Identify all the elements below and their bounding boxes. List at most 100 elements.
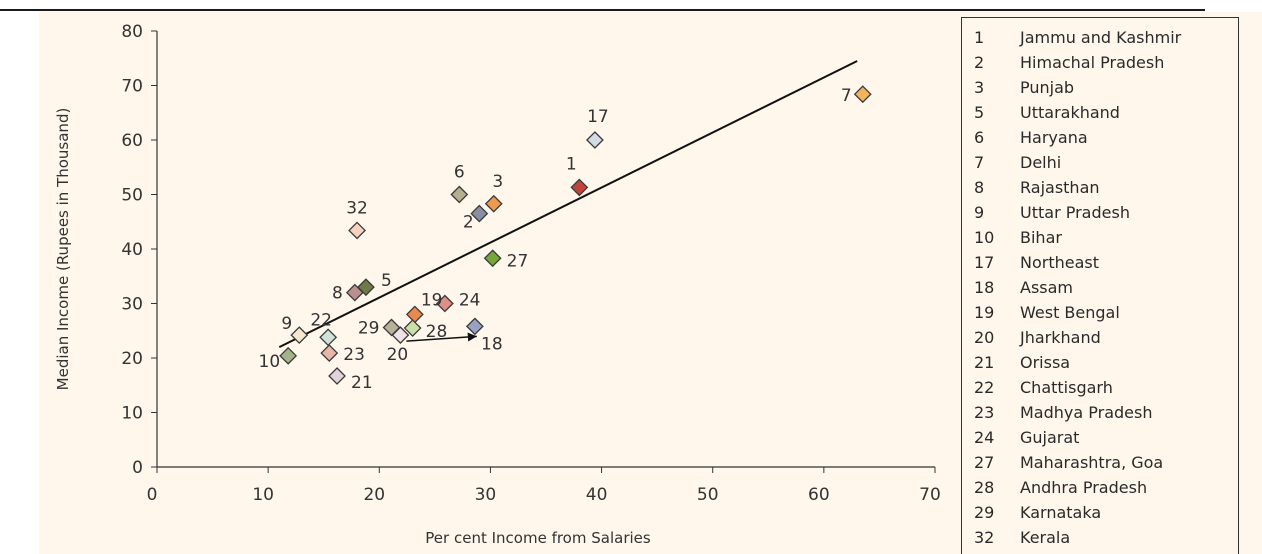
legend-item: 29 Karnataka	[962, 503, 1232, 525]
axes: 0 10 20 30 40 50 60 70 80 0 10 20 30 40 50 60 70	[121, 22, 940, 505]
legend-item: 8 Rajasthan	[962, 178, 1232, 200]
data-point	[450, 185, 469, 204]
legend-item-number: 20	[974, 328, 995, 347]
data-point	[403, 319, 422, 337]
legend-item-number: 28	[974, 478, 995, 497]
data-point	[348, 221, 366, 240]
y-axis-title: Median Income (Rupees in Thousand)	[54, 108, 72, 391]
legend-item-number: 32	[974, 528, 995, 547]
legend-item: 18 Assam	[962, 278, 1232, 300]
legend-item: 5 Uttarakhand	[962, 103, 1232, 125]
point-label: 2	[463, 213, 474, 233]
legend-item: 19 West Bengal	[962, 303, 1232, 325]
data-point	[853, 85, 872, 104]
legend-item-name: Kerala	[1020, 528, 1071, 547]
top-rule	[0, 9, 1205, 11]
x-tick-label: 70	[919, 485, 941, 505]
data-point	[290, 326, 309, 345]
y-tick-label: 10	[121, 404, 143, 424]
legend-item-number: 21	[974, 353, 995, 372]
legend-item-name: Maharashtra, Goa	[1020, 453, 1164, 472]
legend-item-name: Punjab	[1020, 78, 1075, 97]
legend-item-name: Northeast	[1020, 253, 1100, 272]
data-point	[465, 317, 484, 336]
y-tick-label: 50	[121, 186, 143, 206]
data-point	[484, 194, 503, 213]
legend-item-number: 5	[974, 103, 985, 122]
legend-item-name: Delhi	[1020, 153, 1062, 172]
legend-item: 3 Punjab	[962, 78, 1232, 100]
legend-item: 24 Gujarat	[962, 428, 1232, 450]
data-point	[279, 346, 298, 365]
point-label: 8	[332, 284, 343, 304]
point-label: 7	[841, 86, 852, 106]
point-label: 23	[343, 345, 365, 365]
legend-item-number: 18	[974, 278, 995, 297]
legend-item-name: Uttar Pradesh	[1020, 203, 1130, 222]
y-tick-label: 60	[121, 131, 143, 151]
point-label: 3	[492, 172, 503, 192]
point-label: 24	[459, 291, 481, 311]
point-label: 29	[358, 318, 380, 338]
point-label: 9	[281, 314, 292, 334]
legend-item: 7 Delhi	[962, 153, 1232, 175]
legend-item: 10 Bihar	[962, 228, 1232, 250]
legend-item-number: 24	[974, 428, 995, 447]
y-tick-label: 80	[121, 22, 143, 42]
legend-item-name: Himachal Pradesh	[1020, 53, 1165, 72]
data-point	[328, 367, 346, 385]
legend-item: 28 Andhra Pradesh	[962, 478, 1232, 500]
data-point	[470, 204, 489, 223]
legend-item-name: Karnataka	[1020, 503, 1102, 522]
points-group	[279, 85, 872, 385]
data-point	[345, 283, 364, 302]
legend-item: 2 Himachal Pradesh	[962, 53, 1232, 75]
legend-item-name: Haryana	[1020, 128, 1088, 147]
assam-pointer-arrowhead	[467, 332, 477, 342]
data-point	[585, 131, 604, 149]
legend-item-number: 1	[974, 28, 985, 47]
y-tick-label: 40	[121, 240, 143, 260]
point-label: 19	[421, 290, 443, 310]
y-tick-label: 20	[121, 349, 143, 369]
point-label: 32	[346, 198, 368, 218]
data-point	[382, 318, 401, 337]
x-tick-label: 0	[147, 485, 158, 505]
trendline	[278, 60, 858, 348]
legend: 1 Jammu and Kashmir 2 Himachal Pradesh 3 Punj…	[961, 17, 1239, 554]
legend-item-name: Gujarat	[1020, 428, 1080, 447]
legend-item: 32 Kerala	[962, 528, 1232, 550]
y-tick-label: 0	[132, 458, 143, 478]
legend-item-number: 3	[974, 78, 985, 97]
legend-item: 1 Jammu and Kashmir	[962, 28, 1232, 50]
legend-item: 22 Chattisgarh	[962, 378, 1232, 400]
legend-item: 9 Uttar Pradesh	[962, 203, 1232, 225]
legend-item-number: 17	[974, 253, 995, 272]
x-tick-label: 30	[475, 485, 497, 505]
x-tick-label: 40	[586, 485, 608, 505]
point-label: 27	[507, 251, 529, 271]
x-tick-label: 20	[363, 485, 385, 505]
legend-item-number: 8	[974, 178, 985, 197]
legend-item-number: 2	[974, 53, 985, 72]
legend-item-name: Assam	[1020, 278, 1074, 297]
legend-item-name: Bihar	[1020, 228, 1062, 247]
legend-item: 20 Jharkhand	[962, 328, 1232, 350]
legend-item-number: 23	[974, 403, 995, 422]
legend-item-name: West Bengal	[1020, 303, 1120, 322]
legend-item-name: Jharkhand	[1020, 328, 1101, 347]
x-tick-label: 60	[808, 485, 830, 505]
legend-item-number: 9	[974, 203, 985, 222]
legend-item-name: Rajasthan	[1020, 178, 1100, 197]
point-label: 28	[426, 322, 448, 342]
data-point	[435, 294, 454, 313]
point-label: 21	[351, 373, 373, 393]
point-label: 20	[387, 345, 409, 365]
data-point	[319, 328, 338, 347]
point-label: 5	[381, 271, 392, 291]
legend-item-number: 7	[974, 153, 985, 172]
data-point	[483, 249, 502, 268]
legend-item: 21 Orissa	[962, 353, 1232, 375]
